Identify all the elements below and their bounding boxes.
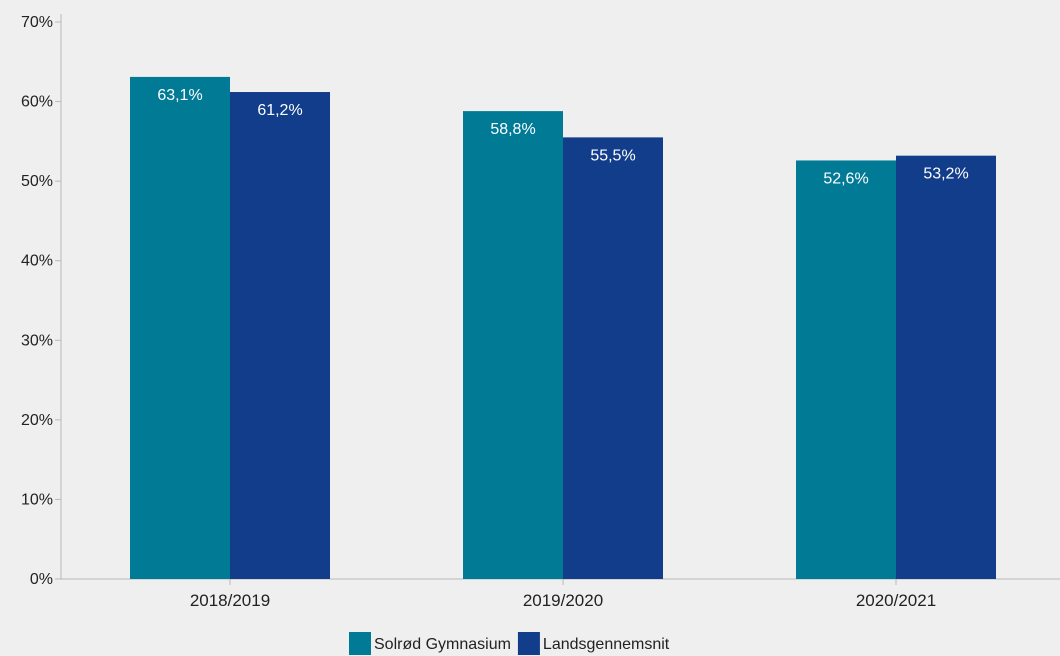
legend: Solrød Gymnasium Landsgennemsnit [349, 632, 670, 655]
y-tick-label: 20% [21, 412, 53, 429]
y-tick-label: 40% [21, 253, 53, 270]
x-tick-label: 2019/2020 [523, 591, 603, 610]
legend-label: Landsgennemsnit [543, 636, 670, 653]
bar-series [130, 76, 996, 580]
bar [230, 92, 330, 579]
data-label: 63,1% [157, 87, 202, 104]
y-tick-label: 0% [30, 571, 53, 588]
y-axis: 0% 10% 20% 30% 40% 50% 60% 70% [21, 14, 62, 588]
x-tick-label: 2020/2021 [856, 591, 936, 610]
y-tick-label: 10% [21, 491, 53, 508]
legend-swatch [517, 632, 540, 655]
bar [896, 155, 996, 579]
bar [796, 160, 896, 579]
bar [463, 111, 563, 580]
y-tick-label: 50% [21, 173, 53, 190]
data-label: 52,6% [823, 170, 868, 187]
data-label: 55,5% [590, 147, 635, 164]
y-tick-label: 30% [21, 332, 53, 349]
bar [130, 76, 230, 579]
legend-label: Solrød Gymnasium [374, 636, 511, 653]
y-tick-label: 60% [21, 94, 53, 111]
bar [563, 137, 663, 579]
x-tick-label: 2018/2019 [190, 591, 270, 610]
data-label: 58,8% [490, 121, 535, 138]
legend-swatch [349, 632, 371, 655]
y-tick-label: 70% [21, 14, 53, 31]
data-label: 61,2% [257, 102, 302, 119]
data-label: 53,2% [923, 166, 968, 183]
data-labels: 63,1% 58,8% 52,6% 61,2% 55,5% 53,2% [157, 87, 968, 188]
